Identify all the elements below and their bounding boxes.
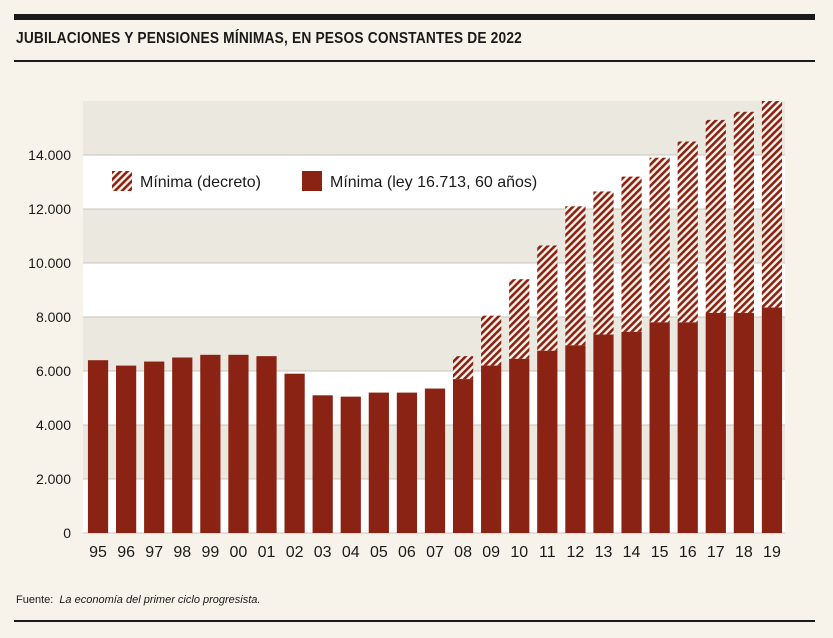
decreto-bar-08 bbox=[452, 356, 474, 380]
y-tick-label: 6.000 bbox=[36, 363, 71, 379]
ley-bar-07 bbox=[424, 388, 446, 533]
decreto-bar-16 bbox=[677, 141, 698, 323]
ley-bar-05 bbox=[368, 392, 389, 533]
x-tick-label: 07 bbox=[426, 544, 444, 561]
ley-bar-98 bbox=[172, 357, 193, 533]
ley-bar-13 bbox=[593, 334, 614, 533]
ley-bar-97 bbox=[144, 361, 165, 533]
top-rule bbox=[14, 14, 815, 20]
x-tick-label: 09 bbox=[482, 544, 500, 561]
x-tick-label: 03 bbox=[314, 544, 332, 561]
ley-bar-18 bbox=[733, 312, 754, 533]
ley-bar-10 bbox=[509, 358, 530, 533]
ley-bar-02 bbox=[284, 373, 305, 533]
decreto-bar-11 bbox=[537, 245, 558, 351]
legend-decreto-label: Mínima (decreto) bbox=[140, 174, 261, 191]
source-note: Fuente: La economía del primer ciclo prog… bbox=[16, 594, 260, 606]
decreto-bar-17 bbox=[705, 119, 726, 313]
legend-ley-label: Mínima (ley 16.713, 60 años) bbox=[330, 174, 537, 191]
bars bbox=[87, 101, 783, 533]
decreto-bar-19 bbox=[761, 101, 783, 308]
y-tick-label: 0 bbox=[63, 525, 71, 541]
legend-decreto-swatch bbox=[112, 171, 132, 191]
source-title: La economía del primer ciclo progresista… bbox=[59, 594, 261, 606]
ley-bar-96 bbox=[116, 365, 137, 533]
x-tick-label: 06 bbox=[398, 544, 416, 561]
ley-bar-08 bbox=[452, 379, 474, 533]
ley-bar-17 bbox=[705, 312, 726, 533]
y-tick-label: 14.000 bbox=[28, 147, 71, 163]
legend-ley-swatch bbox=[302, 171, 322, 191]
x-tick-label: 04 bbox=[342, 544, 360, 561]
y-tick-label: 10.000 bbox=[28, 255, 71, 271]
ley-bar-01 bbox=[256, 356, 277, 533]
decreto-bar-09 bbox=[481, 315, 502, 366]
band-7 bbox=[83, 101, 785, 155]
bar-chart: 02.0004.0006.0008.00010.00012.00014.000 … bbox=[28, 101, 785, 561]
decreto-bar-10 bbox=[509, 279, 530, 359]
legend: Mínima (decreto) Mínima (ley 16.713, 60 a… bbox=[112, 171, 537, 191]
x-tick-label: 10 bbox=[510, 544, 528, 561]
ley-bar-16 bbox=[677, 322, 698, 533]
decreto-bar-18 bbox=[733, 111, 754, 313]
y-tick-label: 4.000 bbox=[36, 417, 71, 433]
x-axis: 95 96 97 98 99 00 01 02 03 04 05 06 07 08 09 10 11 12 13 14… bbox=[89, 544, 781, 561]
x-tick-label: 19 bbox=[763, 544, 781, 561]
x-tick-label: 11 bbox=[539, 544, 556, 561]
y-tick-label: 8.000 bbox=[36, 309, 71, 325]
ley-bar-14 bbox=[621, 331, 642, 533]
ley-bar-09 bbox=[481, 365, 502, 533]
x-tick-label: 15 bbox=[651, 544, 669, 561]
y-tick-label: 12.000 bbox=[28, 201, 71, 217]
x-tick-label: 97 bbox=[145, 544, 163, 561]
ley-bar-12 bbox=[565, 345, 586, 533]
x-tick-label: 17 bbox=[707, 544, 725, 561]
bottom-rule bbox=[14, 620, 815, 622]
source-label: Fuente: bbox=[16, 594, 54, 606]
ley-bar-19 bbox=[761, 307, 783, 533]
title-rule bbox=[14, 60, 815, 62]
x-tick-label: 18 bbox=[735, 544, 753, 561]
x-tick-label: 14 bbox=[623, 544, 641, 561]
y-axis: 0 2.000 4.000 6.000 8.000 10.000 12.000 14.000 bbox=[28, 147, 71, 541]
x-tick-label: 02 bbox=[286, 544, 304, 561]
ley-bar-04 bbox=[340, 396, 361, 533]
ley-bar-03 bbox=[312, 395, 333, 533]
ley-bar-99 bbox=[200, 354, 221, 533]
x-tick-label: 99 bbox=[201, 544, 219, 561]
ley-bar-95 bbox=[87, 360, 109, 533]
chart-title: JUBILACIONES Y PENSIONES MÍNIMAS, EN PES… bbox=[16, 30, 522, 47]
ley-bar-11 bbox=[537, 350, 558, 533]
x-tick-label: 00 bbox=[230, 544, 248, 561]
x-tick-label: 13 bbox=[595, 544, 613, 561]
decreto-bar-12 bbox=[565, 206, 586, 346]
x-tick-label: 96 bbox=[117, 544, 135, 561]
x-tick-label: 01 bbox=[258, 544, 276, 561]
x-tick-label: 05 bbox=[370, 544, 388, 561]
ley-bar-06 bbox=[396, 392, 418, 533]
x-tick-label: 16 bbox=[679, 544, 697, 561]
y-tick-label: 2.000 bbox=[36, 471, 71, 487]
decreto-bar-14 bbox=[621, 176, 642, 332]
decreto-bar-15 bbox=[649, 157, 670, 323]
decreto-bar-13 bbox=[593, 191, 614, 335]
x-tick-label: 12 bbox=[567, 544, 585, 561]
x-tick-label: 98 bbox=[173, 544, 191, 561]
x-tick-label: 95 bbox=[89, 544, 107, 561]
x-tick-label: 08 bbox=[454, 544, 472, 561]
ley-bar-15 bbox=[649, 322, 670, 533]
ley-bar-00 bbox=[228, 354, 249, 533]
